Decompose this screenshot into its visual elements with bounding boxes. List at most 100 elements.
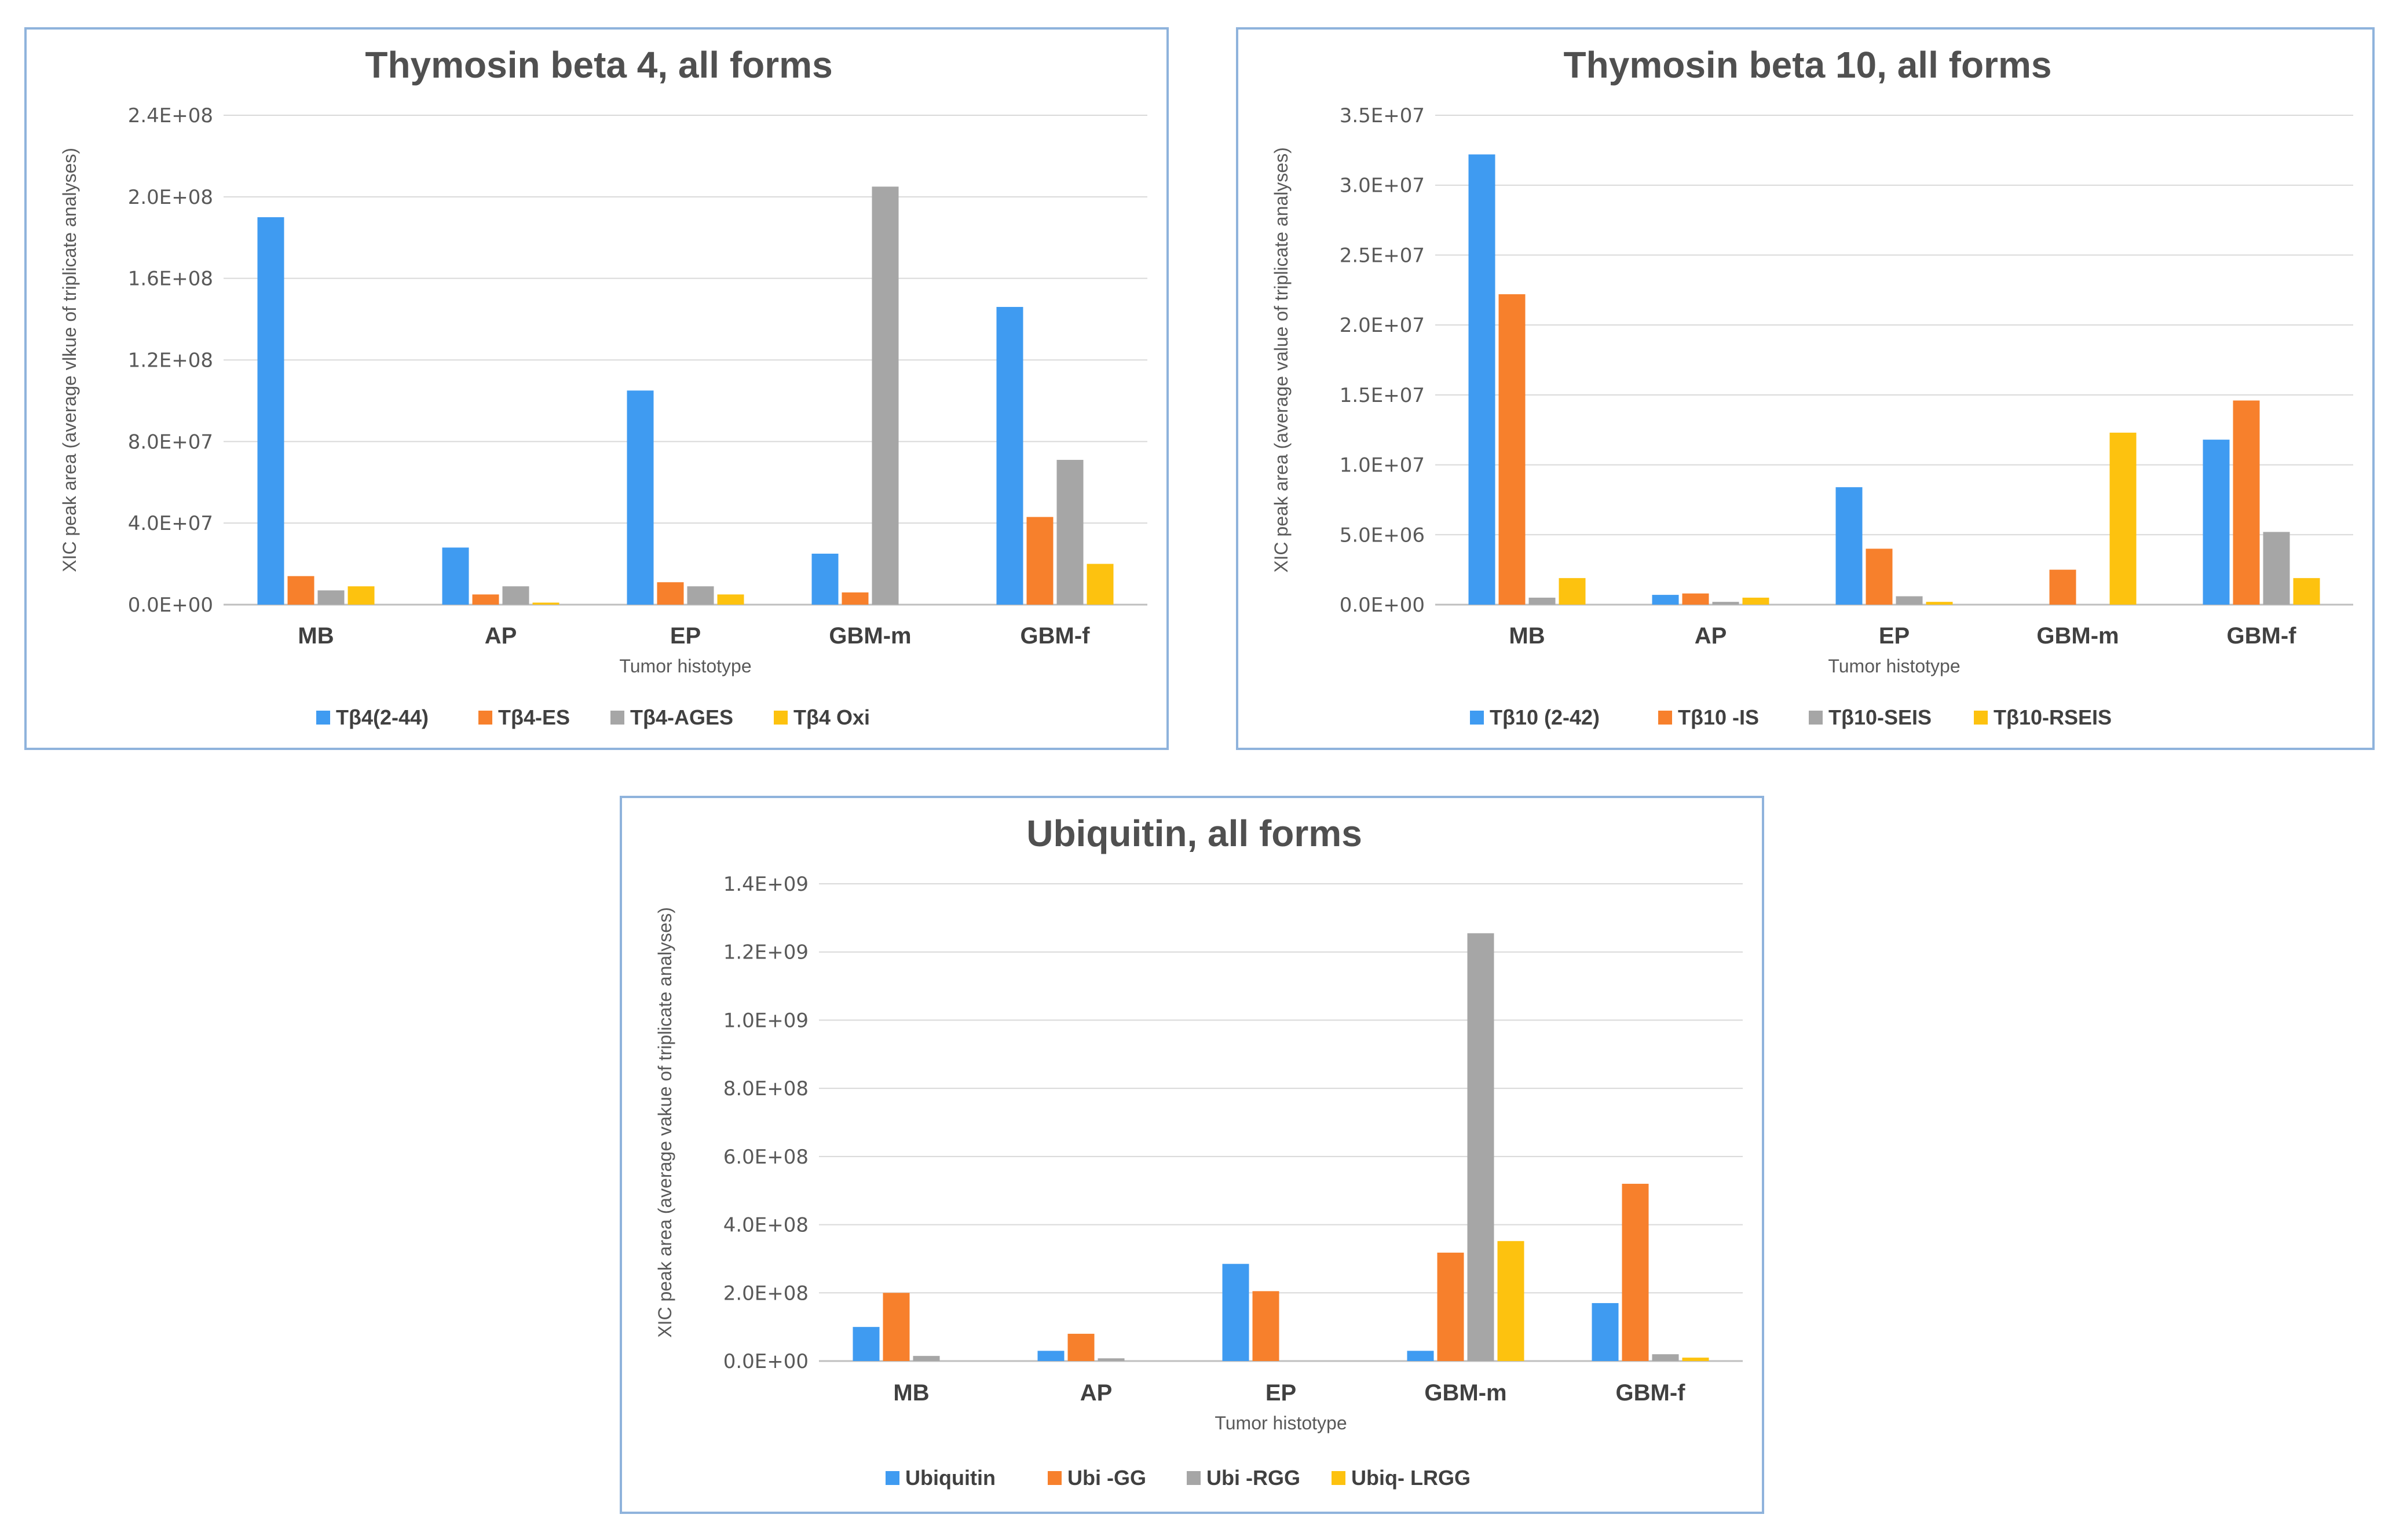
bar-gbm-f-t-10-is: [2233, 400, 2260, 605]
bar-gbm-m-ubiq-lrgg: [1497, 1241, 1524, 1361]
y-tick-label: 3.5E+07: [1340, 104, 1425, 127]
bar-mb-ubi-rgg: [913, 1356, 940, 1361]
legend-swatch: [1470, 711, 1484, 725]
chart-title: Thymosin beta 4, all forms: [365, 44, 832, 86]
bar-gbm-f-ubi-rgg: [1652, 1354, 1679, 1361]
legend-label: Tβ10-SEIS: [1828, 705, 1932, 729]
legend-swatch: [1658, 711, 1672, 725]
chart-panel-thymosin-beta-4: Thymosin beta 4, all forms 0.0E+00 4.0E+07…: [24, 27, 1169, 750]
y-tick-label: 8.0E+07: [128, 430, 213, 453]
legend-swatch: [316, 711, 330, 725]
chart-svg: Thymosin beta 10, all forms 0.0E+00 5.0E+0…: [1271, 44, 2353, 729]
bar-mb-t-10-2-42: [1468, 154, 1495, 605]
x-axis-label: Tumor histotype: [619, 656, 751, 676]
y-tick-label: 0.0E+00: [128, 594, 213, 617]
bar-mb-ubiquitin: [853, 1327, 880, 1361]
chart-svg: Ubiquitin, all forms 0.0E+00 2.0E+08 4.0E+0…: [654, 813, 1743, 1490]
bar-ap-t-4-es: [472, 594, 499, 605]
x-category-label: MB: [298, 623, 334, 649]
bar-gbm-m-t-4-2-44: [811, 553, 839, 605]
bar-ap-t-10-is: [1682, 593, 1709, 605]
legend-swatch: [1974, 711, 1988, 725]
bar-ep-t-4-oxi: [717, 594, 744, 605]
x-category-label: GBM-f: [2227, 623, 2297, 649]
legend-label: Tβ10 (2-42): [1490, 705, 1600, 729]
bar-gbm-f-t-4-ages: [1056, 460, 1084, 605]
bar-ap-t-4-ages: [502, 586, 529, 605]
chart-title: Thymosin beta 10, all forms: [1564, 44, 2052, 86]
y-tick-label: 4.0E+07: [128, 512, 213, 535]
chart-panel-thymosin-beta-10: Thymosin beta 10, all forms 0.0E+00 5.0E+0…: [1236, 27, 2375, 750]
bar-mb-t-4-oxi: [348, 586, 375, 605]
bar-gbm-f-ubiq-lrgg: [1682, 1358, 1709, 1361]
bar-ap-ubiquitin: [1037, 1351, 1065, 1361]
x-category-label: EP: [670, 623, 701, 649]
y-tick-label: 2.0E+08: [723, 1282, 809, 1305]
bar-mb-t-4-2-44: [257, 217, 284, 605]
bar-mb-t-10-is: [1498, 294, 1526, 605]
legend-swatch: [610, 711, 624, 725]
y-axis-label: XIC peak area (average value of triplica…: [1271, 147, 1292, 573]
bar-ap-t-4-2-44: [442, 547, 469, 605]
bar-gbm-f-t-4-oxi: [1087, 564, 1114, 605]
x-category-label: GBM-f: [1616, 1380, 1686, 1406]
bar-gbm-f-t-10-2-42: [2203, 440, 2230, 605]
x-category-label: MB: [1509, 623, 1545, 649]
legend-label: Tβ4(2-44): [336, 705, 429, 729]
x-category-label: EP: [1879, 623, 1910, 649]
bar-gbm-m-ubiquitin: [1407, 1351, 1434, 1361]
y-tick-label: 3.0E+07: [1340, 174, 1425, 197]
bar-gbm-f-ubiquitin: [1592, 1303, 1619, 1361]
x-category-label: EP: [1266, 1380, 1296, 1406]
bar-ep-t-10-2-42: [1835, 487, 1863, 605]
bar-gbm-m-ubi-rgg: [1467, 933, 1494, 1361]
bar-ep-ubi-gg: [1252, 1291, 1279, 1361]
bar-gbm-m-ubi-gg: [1437, 1252, 1464, 1361]
bar-ep-t-4-es: [657, 582, 684, 605]
bar-mb-t-10-rseis: [1559, 578, 1586, 605]
bar-gbm-m-t-4-ages: [872, 186, 899, 605]
y-tick-label: 1.0E+09: [723, 1009, 809, 1032]
legend-swatch: [1332, 1471, 1345, 1485]
legend-label: Ubi -RGG: [1206, 1466, 1300, 1490]
legend-label: Tβ4-AGES: [630, 705, 733, 729]
bar-ap-t-4-oxi: [532, 602, 559, 605]
x-category-label: AP: [485, 623, 517, 649]
x-category-label: MB: [893, 1380, 929, 1406]
legend-label: Tβ10-RSEIS: [1994, 705, 2112, 729]
x-category-label: AP: [1080, 1380, 1113, 1406]
y-tick-label: 0.0E+00: [1340, 594, 1425, 617]
legend-label: Ubiquitin: [905, 1466, 996, 1490]
legend-label: Ubiq- LRGG: [1351, 1466, 1471, 1490]
bar-ap-ubi-gg: [1067, 1333, 1095, 1361]
x-category-label: AP: [1695, 623, 1727, 649]
bar-ep-t-10-is: [1866, 548, 1893, 605]
bar-ep-t-10-rseis: [1926, 602, 1953, 605]
bar-gbm-f-t-4-2-44: [996, 306, 1023, 605]
chart-svg: Thymosin beta 4, all forms 0.0E+00 4.0E+07…: [59, 44, 1147, 729]
x-axis-label: Tumor histotype: [1215, 1413, 1347, 1433]
bar-gbm-m-t-10-rseis: [2109, 433, 2137, 605]
bar-ep-t-4-ages: [687, 586, 714, 605]
bar-ep-t-4-2-44: [627, 390, 654, 605]
bar-mb-t-4-ages: [317, 590, 345, 605]
y-tick-label: 2.4E+08: [128, 104, 213, 127]
bar-ap-t-10-rseis: [1742, 597, 1769, 605]
y-tick-label: 1.5E+07: [1340, 384, 1425, 407]
legend-label: Ubi -GG: [1067, 1466, 1146, 1490]
bar-ep-ubiquitin: [1222, 1264, 1249, 1361]
y-tick-label: 8.0E+08: [723, 1077, 809, 1100]
bar-ep-t-10-seis: [1896, 596, 1923, 605]
y-tick-label: 1.2E+08: [128, 349, 213, 372]
bar-ap-t-10-2-42: [1652, 595, 1679, 605]
x-axis-label: Tumor histotype: [1828, 656, 1960, 676]
bar-gbm-m-t-4-es: [842, 592, 869, 605]
legend-swatch: [478, 711, 492, 725]
legend-swatch: [1187, 1471, 1201, 1485]
y-tick-label: 1.6E+08: [128, 268, 213, 291]
x-category-label: GBM-m: [2036, 623, 2119, 649]
y-tick-label: 1.4E+09: [723, 873, 809, 896]
bar-gbm-f-t-4-es: [1026, 517, 1054, 605]
y-tick-label: 0.0E+00: [723, 1350, 809, 1373]
chart-panel-ubiquitin: Ubiquitin, all forms 0.0E+00 2.0E+08 4.0E+0…: [620, 796, 1764, 1514]
